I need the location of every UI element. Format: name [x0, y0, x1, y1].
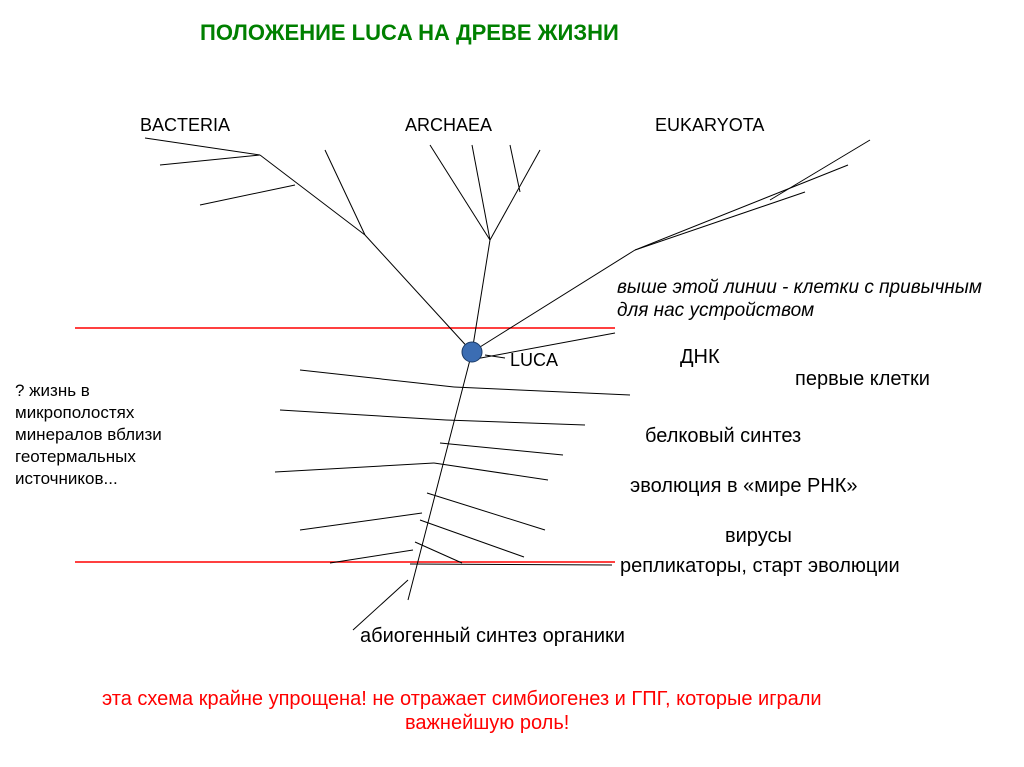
tree-branch: [510, 145, 520, 192]
tree-branch: [770, 140, 870, 200]
footer-line-2: важнейшую роль!: [405, 712, 569, 735]
tree-branch: [490, 150, 540, 240]
page-title: ПОЛОЖЕНИЕ LUCA НА ДРЕВЕ ЖИЗНИ: [200, 20, 619, 46]
tree-branch: [415, 542, 462, 563]
tree-branch: [440, 443, 563, 455]
tree-branch: [200, 185, 295, 205]
right-label-3: эволюция в «мире РНК»: [630, 475, 858, 498]
right-label-2: белковый синтез: [645, 425, 801, 448]
right-label-5: репликаторы, старт эволюции: [620, 555, 900, 578]
tree-branch: [635, 192, 805, 250]
bottom-label: абиогенный синтез органики: [360, 625, 625, 648]
tree-branch: [160, 155, 260, 165]
luca-label: LUCA: [510, 350, 558, 371]
tree-branch: [446, 420, 585, 425]
luca-node-icon: [462, 342, 482, 362]
domain-label-archaea: ARCHAEA: [405, 115, 492, 136]
domain-label-bacteria: BACTERIA: [140, 115, 230, 136]
tree-branch: [434, 463, 548, 480]
tree-branch: [260, 155, 365, 235]
tree-branch: [275, 463, 434, 472]
tree-branch: [427, 493, 545, 530]
tree-branch: [330, 550, 413, 563]
tree-branch: [635, 165, 848, 250]
tree-branch: [353, 580, 408, 630]
right-label-0: ДНК: [680, 346, 720, 369]
right-label-1: первые клетки: [795, 368, 930, 391]
tree-branch: [145, 138, 260, 155]
right-label-4: вирусы: [725, 525, 792, 548]
upper-line-note: выше этой линии - клетки с привычным для…: [617, 277, 987, 323]
tree-branch: [325, 150, 365, 235]
tree-branch: [472, 240, 490, 352]
tree-branch: [410, 564, 612, 565]
left-side-note: ? жизнь в микрополостях минералов вблизи…: [15, 380, 205, 490]
domain-label-eukaryota: EUKARYOTA: [655, 115, 764, 136]
footer-line-1: эта схема крайне упрощена! не отражает с…: [102, 688, 822, 711]
tree-branch: [300, 513, 422, 530]
tree-branch: [300, 370, 454, 387]
tree-branch: [408, 352, 472, 600]
tree-branch: [472, 250, 635, 352]
tree-branch: [454, 387, 630, 395]
tree-branch: [280, 410, 446, 420]
tree-branch: [365, 235, 472, 352]
